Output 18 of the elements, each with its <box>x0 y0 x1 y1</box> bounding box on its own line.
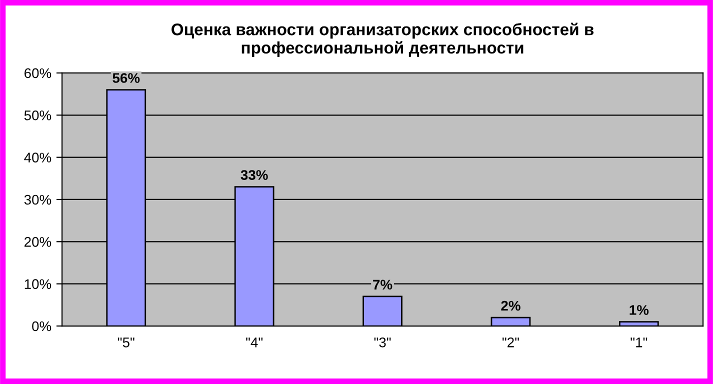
y-tick-label: 60% <box>24 68 52 78</box>
x-tick-label: "2" <box>502 337 519 348</box>
y-tick-label: 10% <box>24 279 52 290</box>
data-label: 1% <box>630 305 649 315</box>
y-tick-label: 40% <box>24 152 52 162</box>
x-tick-label: "1" <box>630 338 648 348</box>
chart-title: Оценка важности организаторских способностей в профессиональной деятельности <box>172 22 594 57</box>
data-label: 7% <box>373 280 392 290</box>
data-label: 2% <box>501 300 520 311</box>
x-tick-label: "4" <box>246 338 263 348</box>
y-tick-label: 50% <box>24 110 52 120</box>
y-tick-label: 20% <box>24 237 52 247</box>
y-tick-label: 30% <box>24 194 52 205</box>
data-label: 33% <box>240 170 268 180</box>
x-tick-label: "3" <box>374 337 391 348</box>
x-tick-label: "5" <box>118 338 134 348</box>
y-tick-label: 0% <box>32 321 52 332</box>
data-label: 56% <box>112 73 140 83</box>
